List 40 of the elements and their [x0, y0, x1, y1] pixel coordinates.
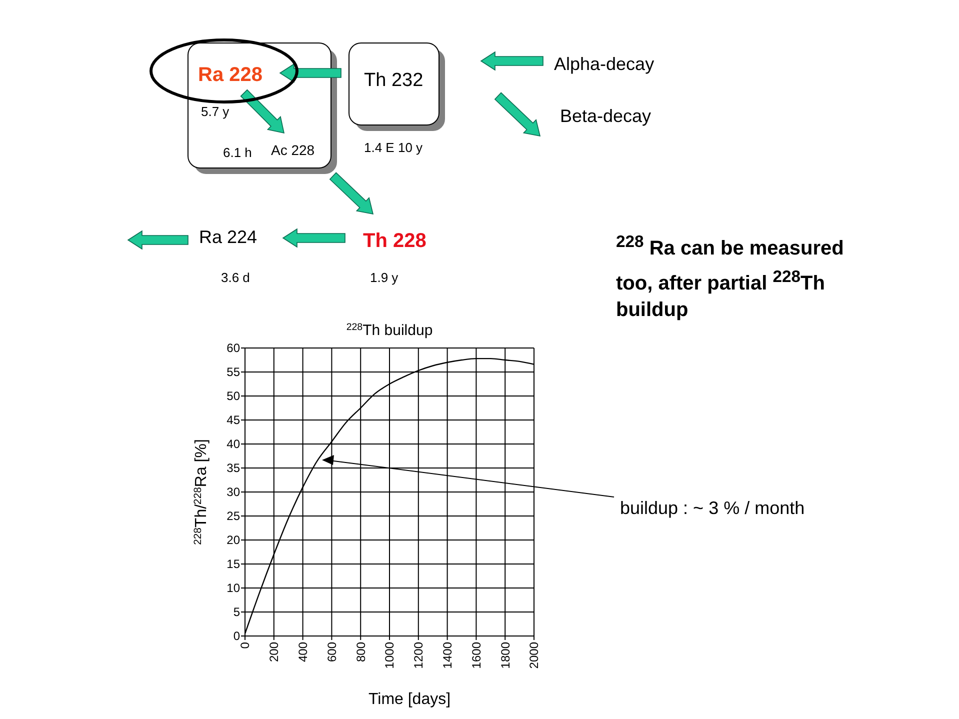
y-tick-label: 60 [226, 341, 240, 356]
text: Beta-decay [560, 106, 652, 126]
text: Ac 228 [271, 142, 315, 158]
x-tick-label: 2000 [527, 642, 542, 669]
x-tick-label: 1600 [469, 642, 484, 669]
y-tick-label: 5 [233, 605, 240, 620]
y-tick-label: 25 [226, 509, 240, 524]
y-tick-label: 10 [226, 581, 240, 596]
text: Ra 228 [198, 64, 262, 86]
text: Th 228 [363, 230, 426, 252]
text: Ra 224 [199, 227, 258, 247]
text: 1.9 y [370, 270, 399, 285]
x-tick-label: 1000 [382, 642, 397, 669]
y-tick-label: 45 [226, 413, 240, 428]
chart-title: $^{228}$Th buildup [346, 322, 433, 339]
text: 1.4 E 10 y [364, 140, 424, 155]
text: buildup : ~ 3 % / month [620, 498, 805, 518]
x-axis-title: Time [days] [368, 691, 451, 708]
x-tick-label: 1200 [412, 642, 426, 669]
y-tick-label: 50 [226, 389, 240, 404]
x-tick-label: 0 [238, 642, 252, 649]
y-tick-label: 55 [226, 365, 240, 380]
text: 3.6 d [221, 270, 250, 285]
text: 5.7 y [201, 104, 230, 119]
text: $^{228}$ Ra can be measured too, after partial $^{228}$Th buildup [616, 232, 844, 322]
y-tick-label: 15 [226, 557, 240, 572]
text: 6.1 h [223, 145, 252, 160]
y-tick-label: 30 [226, 485, 240, 500]
x-tick-label: 400 [296, 642, 310, 662]
x-tick-label: 1400 [440, 642, 454, 669]
x-tick-label: 200 [267, 642, 282, 662]
text: Alpha-decay [554, 54, 654, 74]
text: Th 232 [364, 70, 424, 91]
y-tick-label: 20 [226, 533, 240, 548]
x-tick-label: 800 [354, 642, 368, 662]
y-tick-label: 0 [233, 629, 240, 644]
y-tick-label: 40 [226, 437, 240, 452]
x-tick-label: 600 [324, 642, 339, 662]
x-tick-label: 1800 [498, 642, 512, 669]
y-tick-label: 35 [226, 461, 240, 476]
